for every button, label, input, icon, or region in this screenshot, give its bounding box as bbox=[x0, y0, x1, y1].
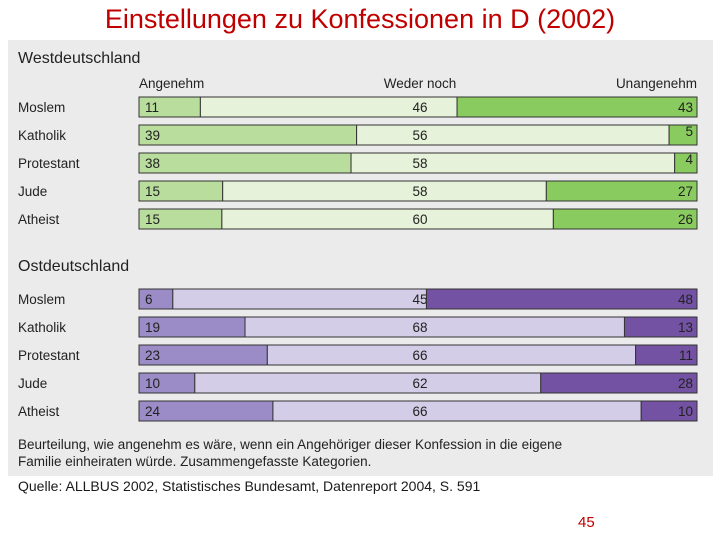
chart-panel: Westdeutschland Angenehm Weder noch Unangen… bbox=[8, 40, 713, 476]
data-label: 15 bbox=[145, 184, 160, 199]
bar-segment-weder-noch bbox=[272, 400, 642, 422]
data-label: 66 bbox=[412, 348, 427, 363]
bar-segment-unangenehm bbox=[623, 316, 698, 338]
column-header: Weder noch bbox=[384, 76, 457, 91]
bar-segment-weder-noch bbox=[350, 152, 676, 174]
stacked-bar-chart: Westdeutschland Angenehm Weder noch Unangen… bbox=[18, 50, 698, 469]
page-number: 45 bbox=[578, 514, 595, 531]
bar-segment-angenehm bbox=[138, 152, 352, 174]
data-label: 19 bbox=[145, 320, 160, 335]
data-label: 46 bbox=[412, 100, 427, 115]
data-label: 60 bbox=[412, 212, 427, 227]
bar-segment-weder-noch bbox=[221, 208, 554, 230]
data-label: 66 bbox=[412, 404, 427, 419]
panel-title: Westdeutschland bbox=[18, 50, 140, 67]
row-label: Jude bbox=[18, 376, 47, 391]
data-label: 39 bbox=[145, 128, 160, 143]
row-label: Protestant bbox=[18, 156, 80, 171]
bar-segment-unangenehm bbox=[674, 152, 698, 174]
data-label: 43 bbox=[678, 100, 693, 115]
data-label: 11 bbox=[145, 100, 159, 115]
row-label: Atheist bbox=[18, 212, 60, 227]
data-label: 10 bbox=[145, 376, 160, 391]
bar-segment-unangenehm bbox=[540, 372, 698, 394]
data-label: 48 bbox=[678, 292, 693, 307]
row-label: Protestant bbox=[18, 348, 80, 363]
data-label: 27 bbox=[678, 184, 693, 199]
row-label: Katholik bbox=[18, 320, 66, 335]
bar-segment-unangenehm bbox=[456, 96, 698, 118]
source-citation: Quelle: ALLBUS 2002, Statistisches Bunde… bbox=[18, 478, 481, 494]
data-label: 68 bbox=[412, 320, 427, 335]
bar-segment-weder-noch bbox=[172, 288, 427, 310]
row-label: Jude bbox=[18, 184, 47, 199]
panel-title: Ostdeutschland bbox=[18, 258, 129, 275]
data-label: 23 bbox=[145, 348, 160, 363]
column-header: Angenehm bbox=[139, 76, 204, 91]
data-label: 45 bbox=[412, 292, 427, 307]
row-label: Katholik bbox=[18, 128, 66, 143]
bar-segment-weder-noch bbox=[244, 316, 625, 338]
bar-segment-weder-noch bbox=[356, 124, 670, 146]
bar-segment-unangenehm bbox=[425, 288, 698, 310]
bar-segment-angenehm bbox=[138, 124, 358, 146]
data-label: 26 bbox=[678, 212, 693, 227]
bar-segment-weder-noch bbox=[194, 372, 542, 394]
data-label: 13 bbox=[678, 320, 693, 335]
data-label: 56 bbox=[412, 128, 427, 143]
data-label: 58 bbox=[412, 184, 427, 199]
data-label: 4 bbox=[685, 152, 693, 167]
data-label: 62 bbox=[412, 376, 427, 391]
bar-segment-unangenehm bbox=[640, 400, 698, 422]
data-label: 11 bbox=[679, 348, 693, 363]
data-label: 15 bbox=[145, 212, 160, 227]
data-label: 58 bbox=[412, 156, 427, 171]
data-label: 24 bbox=[145, 404, 161, 419]
bar-segment-weder-noch bbox=[266, 344, 637, 366]
row-label: Moslem bbox=[18, 292, 65, 307]
bar-segment-unangenehm bbox=[668, 124, 698, 146]
data-label: 10 bbox=[678, 404, 693, 419]
chart-footnote: Beurteilung, wie angenehm es wäre, wenn … bbox=[18, 437, 562, 469]
slide-title: Einstellungen zu Konfessionen in D (2002… bbox=[104, 4, 616, 34]
data-label: 28 bbox=[678, 376, 693, 391]
row-label: Atheist bbox=[18, 404, 60, 419]
bar-segment-unangenehm bbox=[635, 344, 698, 366]
data-label: 6 bbox=[145, 292, 153, 307]
row-label: Moslem bbox=[18, 100, 65, 115]
bar-segment-unangenehm bbox=[552, 208, 698, 230]
data-label: 5 bbox=[685, 124, 693, 139]
column-header: Unangenehm bbox=[616, 76, 697, 91]
bar-segment-weder-noch bbox=[222, 180, 547, 202]
data-label: 38 bbox=[145, 156, 160, 171]
bar-segment-unangenehm bbox=[545, 180, 698, 202]
